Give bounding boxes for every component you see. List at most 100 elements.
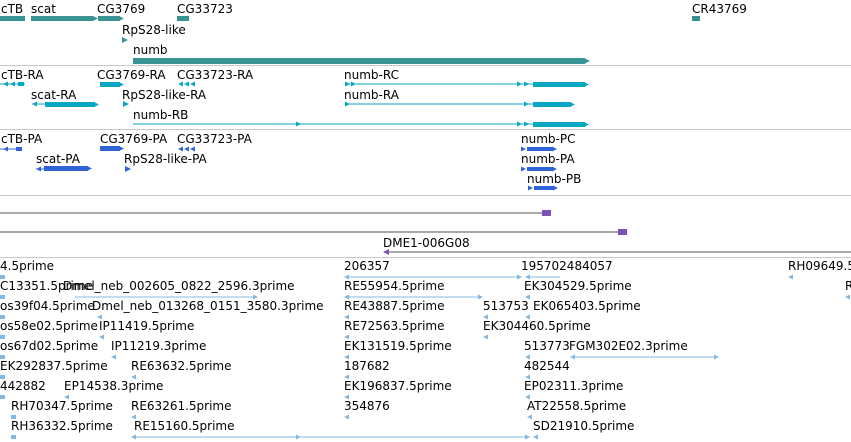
track-separator-1 xyxy=(0,129,851,130)
est-fgm302e02-end xyxy=(714,354,719,360)
est-re55954-end xyxy=(478,294,483,300)
est-513773-arrow xyxy=(525,354,530,360)
protein-numb-pa-body[interactable] xyxy=(527,167,553,171)
transcript-rps28-like-ra-marker xyxy=(123,101,129,107)
est-rh70347-bar[interactable] xyxy=(11,415,16,419)
protein-numb-pb-exon-1 xyxy=(528,185,533,191)
label-cg3769-pa: CG3769-PA xyxy=(100,132,168,146)
label-r: R xyxy=(845,279,851,293)
transcript-cg3769-ra-exon[interactable] xyxy=(100,82,120,87)
protein-ctb-pa-exon-1 xyxy=(3,146,8,152)
est-513753-arrow xyxy=(483,314,488,320)
label-ctb-ra: cTB-RA xyxy=(1,68,44,82)
protein-scat-pa-body[interactable] xyxy=(44,166,88,171)
gene-cg33723-bar[interactable] xyxy=(177,16,189,21)
label-cr43769: CR43769 xyxy=(692,2,747,16)
transcript-ctb-ra-exon-2 xyxy=(10,81,15,87)
protein-ctb-pa-exon-2[interactable] xyxy=(16,147,22,151)
gene-numb-bar[interactable] xyxy=(133,58,585,64)
label-numb-rb: numb-RB xyxy=(133,108,189,122)
est-ek065403-arrow xyxy=(525,314,530,320)
transcript-numb-rb-exon-2 xyxy=(517,121,522,127)
est-fgm302e02-arrow xyxy=(570,354,575,360)
label-scat-ra: scat-RA xyxy=(31,88,77,102)
protein-cg3769-pa-body[interactable] xyxy=(100,146,120,151)
est-os58e02-bar[interactable] xyxy=(0,335,5,339)
transcript-numb-rc-exon-3 xyxy=(517,81,522,87)
transcript-scat-ra-cds[interactable] xyxy=(45,102,95,107)
label-rh36332-5prime: RH36332.5prime xyxy=(11,419,113,433)
contig-2-end[interactable] xyxy=(618,229,627,235)
protein-cg33723-pa-exon-3 xyxy=(190,146,195,152)
protein-rps28-like-pa-marker xyxy=(125,166,131,172)
est-4-5prime-bar[interactable] xyxy=(0,275,5,279)
track-separator-0 xyxy=(0,65,851,66)
est-482544-arrow xyxy=(525,374,530,380)
label-ctb: cTB xyxy=(1,2,24,16)
label-ctb-pa: cTB-PA xyxy=(1,132,43,146)
transcript-numb-ra-arrow xyxy=(570,102,575,107)
label-ek304460-5prime: EK304460.5prime xyxy=(483,319,591,333)
label-cg33723: CG33723 xyxy=(177,2,233,16)
transcript-numb-rc-arrow xyxy=(584,82,589,87)
label-ep14538-3prime: EP14538.3prime xyxy=(64,379,164,393)
label-re55954-5prime: RE55954.5prime xyxy=(344,279,445,293)
label-os58e02-5prime: os58e02.5prime xyxy=(0,319,98,333)
protein-numb-pb-body[interactable] xyxy=(534,186,554,190)
transcript-numb-rb-cds[interactable] xyxy=(533,122,585,127)
transcript-ctb-ra-exon-3[interactable] xyxy=(18,82,24,86)
label-re72563-5prime: RE72563.5prime xyxy=(344,319,445,333)
est-c13351-bar[interactable] xyxy=(0,295,5,299)
label-rh70347-5prime: RH70347.5prime xyxy=(11,399,113,413)
label-dme1-006g08: DME1-006G08 xyxy=(383,236,470,250)
label-cg33723-pa: CG33723-PA xyxy=(177,132,252,146)
label-re63261-5prime: RE63261.5prime xyxy=(131,399,232,413)
gene-cg3769-bar[interactable] xyxy=(98,16,120,21)
protein-scat-pa-arrow xyxy=(87,166,92,171)
transcript-ctb-ra-exon-1 xyxy=(3,81,8,87)
est-os39f04-bar[interactable] xyxy=(0,315,5,319)
transcript-numb-rb-exon-3 xyxy=(524,121,529,127)
protein-numb-pc-exon-1 xyxy=(521,146,526,152)
contig-1-end[interactable] xyxy=(542,210,551,216)
transcript-cg33723-ra-exon-2 xyxy=(184,81,189,87)
gene-cr43769-bar[interactable] xyxy=(692,16,700,21)
gene-cg3769-strand-arrow xyxy=(119,16,124,21)
label-ek304529-5prime: EK304529.5prime xyxy=(524,279,632,293)
protein-numb-pc-body[interactable] xyxy=(527,147,553,151)
protein-cg33723-pa-exon-2 xyxy=(184,146,189,152)
transcript-numb-ra-cds[interactable] xyxy=(533,102,571,107)
gene-ctb-bar[interactable] xyxy=(0,16,25,21)
protein-numb-pa-exon-1 xyxy=(521,166,526,172)
est-os67d02-bar[interactable] xyxy=(0,355,5,359)
label-dmel-neb-013268-0151-3580-3prime: Dmel_neb_013268_0151_3580.3prime xyxy=(92,299,324,313)
label-dmel-neb-002605-0822-2596-3prime: Dmel_neb_002605_0822_2596.3prime xyxy=(63,279,295,293)
est-ek292837-bar[interactable] xyxy=(0,375,5,379)
gene-scat-bar[interactable] xyxy=(31,16,93,21)
label-at22558-5prime: AT22558.5prime xyxy=(527,399,627,413)
est-354876-arrow xyxy=(344,414,349,420)
est-re43887-arrow xyxy=(344,314,349,320)
transcript-numb-rc-cds[interactable] xyxy=(533,82,585,87)
est-ip11419-arrow xyxy=(99,334,104,340)
transcript-numb-rc-exon-1 xyxy=(345,81,350,87)
track-separator-2 xyxy=(0,195,851,196)
label-195702484057: 195702484057 xyxy=(521,259,613,273)
est-ek196837-arrow xyxy=(344,394,349,400)
label-re15160-5prime: RE15160.5prime xyxy=(134,419,235,433)
est-dmel-neb-002605-end xyxy=(253,294,258,300)
label-ek196837-5prime: EK196837.5prime xyxy=(344,379,452,393)
label-482544: 482544 xyxy=(524,359,570,373)
label-513753: 513753 xyxy=(483,299,529,313)
transcript-numb-rc-exon-2 xyxy=(351,81,356,87)
est-r-arrow xyxy=(845,294,850,300)
label-re63632-5prime: RE63632.5prime xyxy=(131,359,232,373)
est-rh36332-bar[interactable] xyxy=(11,435,16,439)
gene-numb-strand-arrow xyxy=(584,58,590,64)
protein-numb-pb-arrow xyxy=(553,185,558,191)
est-442882-bar[interactable] xyxy=(0,395,5,399)
label-os39f04-5prime: os39f04.5prime xyxy=(0,299,95,313)
label-numb-pb: numb-PB xyxy=(527,172,582,186)
label-ip11419-5prime: IP11419.5prime xyxy=(99,319,195,333)
